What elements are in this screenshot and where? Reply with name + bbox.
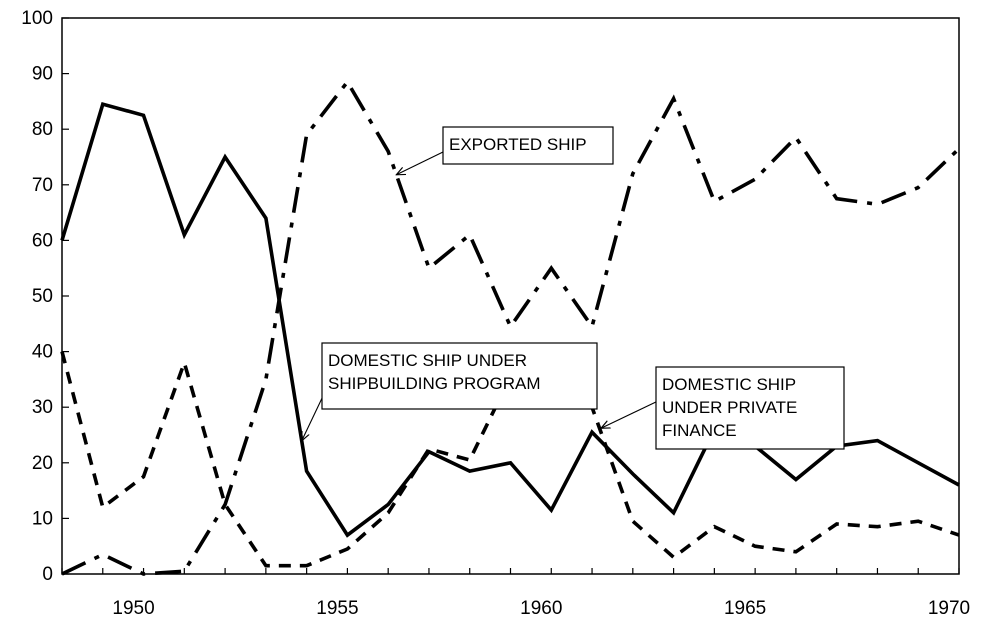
plot-frame xyxy=(61,17,960,575)
callout-arrow xyxy=(396,151,444,175)
x-axis: 1950 1955 1960 1965 1970 xyxy=(61,568,970,619)
y-tick-label: 60 xyxy=(32,230,53,251)
y-tick-label: 0 xyxy=(42,564,53,585)
y-axis: 0 10 20 30 40 50 60 70 80 90 100 xyxy=(21,8,69,585)
callout-exported: EXPORTED SHIP xyxy=(396,126,614,175)
callout-box xyxy=(442,126,614,165)
x-tick-label: 1970 xyxy=(928,598,970,619)
y-tick-label: 80 xyxy=(32,119,53,140)
callout-text-line: SHIPBUILDING PROGRAM xyxy=(328,374,541,393)
callout-text-line: EXPORTED SHIP xyxy=(449,135,587,154)
annotation-layer: EXPORTED SHIP DOMESTIC SHIP UNDER SHIPBUIL… xyxy=(302,126,845,450)
callout-text-line: FINANCE xyxy=(662,421,737,440)
callout-text-line: DOMESTIC SHIP UNDER xyxy=(328,351,527,370)
y-tick-label: 90 xyxy=(32,64,53,85)
y-tick-label: 30 xyxy=(32,397,53,418)
y-tick-label: 40 xyxy=(32,342,53,363)
y-tick-label: 50 xyxy=(32,286,53,307)
y-tick-label: 10 xyxy=(32,508,53,529)
x-tick-label: 1960 xyxy=(520,598,562,619)
series-line-shipbuilding-program xyxy=(60,102,960,538)
callout-private-finance: DOMESTIC SHIP UNDER PRIVATE FINANCE xyxy=(601,366,845,450)
callout-text-line: DOMESTIC SHIP xyxy=(662,375,796,394)
callout-arrow xyxy=(302,393,325,441)
series-line-exported xyxy=(61,78,961,576)
callout-arrow xyxy=(601,400,659,428)
x-tick-label: 1955 xyxy=(316,598,358,619)
x-tick-label: 1965 xyxy=(724,598,766,619)
y-tick-label: 20 xyxy=(32,453,53,474)
x-tick-label: 1950 xyxy=(112,598,154,619)
y-tick-label: 70 xyxy=(32,175,53,196)
callout-text-line: UNDER PRIVATE xyxy=(662,398,797,417)
callout-box xyxy=(655,366,845,450)
callout-box xyxy=(321,342,598,410)
callout-shipbuilding-program: DOMESTIC SHIP UNDER SHIPBUILDING PROGRAM xyxy=(302,342,598,441)
y-tick-label: 100 xyxy=(21,8,53,29)
